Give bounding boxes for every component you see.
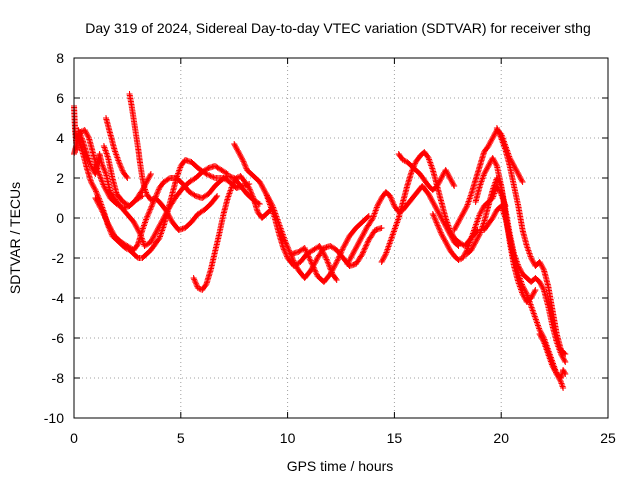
data-point-markers (395, 151, 458, 193)
x-tick-label: 10 (280, 430, 296, 446)
data-point-markers (263, 191, 340, 283)
x-tick-label: 20 (493, 430, 509, 446)
series-arc-8 (190, 173, 274, 293)
data-point-markers (126, 91, 221, 233)
plot-frame (73, 57, 609, 419)
y-tick-label: -4 (52, 290, 65, 306)
x-tick-label: 25 (600, 430, 616, 446)
y-tick-label: 0 (56, 210, 64, 226)
y-tick-label: 8 (56, 50, 64, 66)
y-tick-label: -8 (52, 370, 65, 386)
series-arc-6 (103, 115, 131, 181)
grid (74, 58, 608, 418)
data-point-markers (190, 173, 274, 293)
data-point-markers (536, 331, 569, 381)
x-tick-label: 5 (177, 430, 185, 446)
x-axis-label: GPS time / hours (287, 458, 394, 474)
series-arc-14 (395, 151, 458, 193)
data-point-markers (493, 125, 569, 357)
series-arc-10 (263, 191, 340, 283)
data-point-markers (288, 213, 372, 285)
data-point-markers (103, 115, 131, 181)
series-arc-13 (378, 149, 481, 265)
series-arc-21 (536, 331, 569, 381)
x-tick-label: 0 (70, 430, 78, 446)
y-tick-label: -2 (52, 250, 65, 266)
series-arc-20 (493, 125, 569, 357)
y-tick-label: -6 (52, 330, 65, 346)
y-tick-label: 4 (56, 130, 64, 146)
x-tick-label: 15 (387, 430, 403, 446)
axis-ticks: 0 5 10 15 20 25 -10 -8 -6 -4 -2 0 2 4 6 8 (44, 50, 616, 446)
data-points (71, 91, 569, 391)
data-point-markers (378, 149, 481, 265)
y-tick-label: 6 (56, 90, 64, 106)
series-arc-11 (288, 213, 372, 285)
series-arc-7 (126, 91, 221, 233)
y-tick-label: 2 (56, 170, 64, 186)
chart-title: Day 319 of 2024, Sidereal Day-to-day VTE… (85, 20, 591, 36)
y-tick-label: -10 (44, 410, 64, 426)
y-axis-label: SDTVAR / TECUs (7, 182, 23, 294)
